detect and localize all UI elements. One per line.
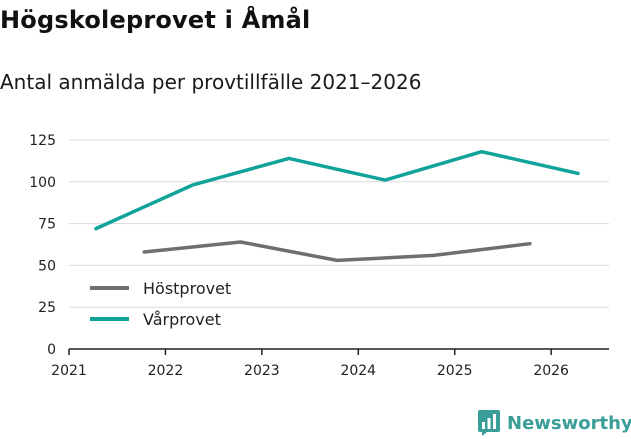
y-tick-label: 25	[38, 300, 56, 316]
y-tick-label: 75	[38, 217, 56, 233]
brand-name: Newsworthy	[507, 412, 631, 434]
y-tick-label: 125	[29, 133, 56, 149]
x-tick-label: 2021	[51, 363, 87, 379]
series-lines	[94, 149, 580, 263]
y-tick-label: 50	[38, 258, 56, 274]
x-tick-label: 2022	[148, 363, 184, 379]
y-tick-label: 0	[47, 342, 56, 358]
x-tick-label: 2025	[437, 363, 473, 379]
y-tick-label: 100	[29, 175, 56, 191]
series-line-hostprovet	[142, 240, 532, 263]
chart-subtitle: Antal anmälda per provtillfälle 2021–202…	[0, 70, 422, 94]
x-tick-label: 2026	[533, 363, 569, 379]
bar-chart-icon	[478, 410, 500, 436]
legend-label: Vårprovet	[143, 310, 221, 329]
axes: 0 25 50 75 100 125 2021 2022 2023 2024 2025 2026	[29, 133, 609, 379]
chart-title: Högskoleprovet i Åmål	[0, 6, 311, 34]
x-tick-label: 2023	[244, 363, 280, 379]
x-tick-label: 2024	[340, 363, 376, 379]
grid-lines	[69, 139, 609, 308]
legend-label: Höstprovet	[143, 279, 231, 298]
legend: Höstprovet Vårprovet	[90, 279, 231, 329]
newsworthy-logo: Newsworthy	[477, 408, 631, 438]
series-line-varprovet	[94, 149, 580, 231]
